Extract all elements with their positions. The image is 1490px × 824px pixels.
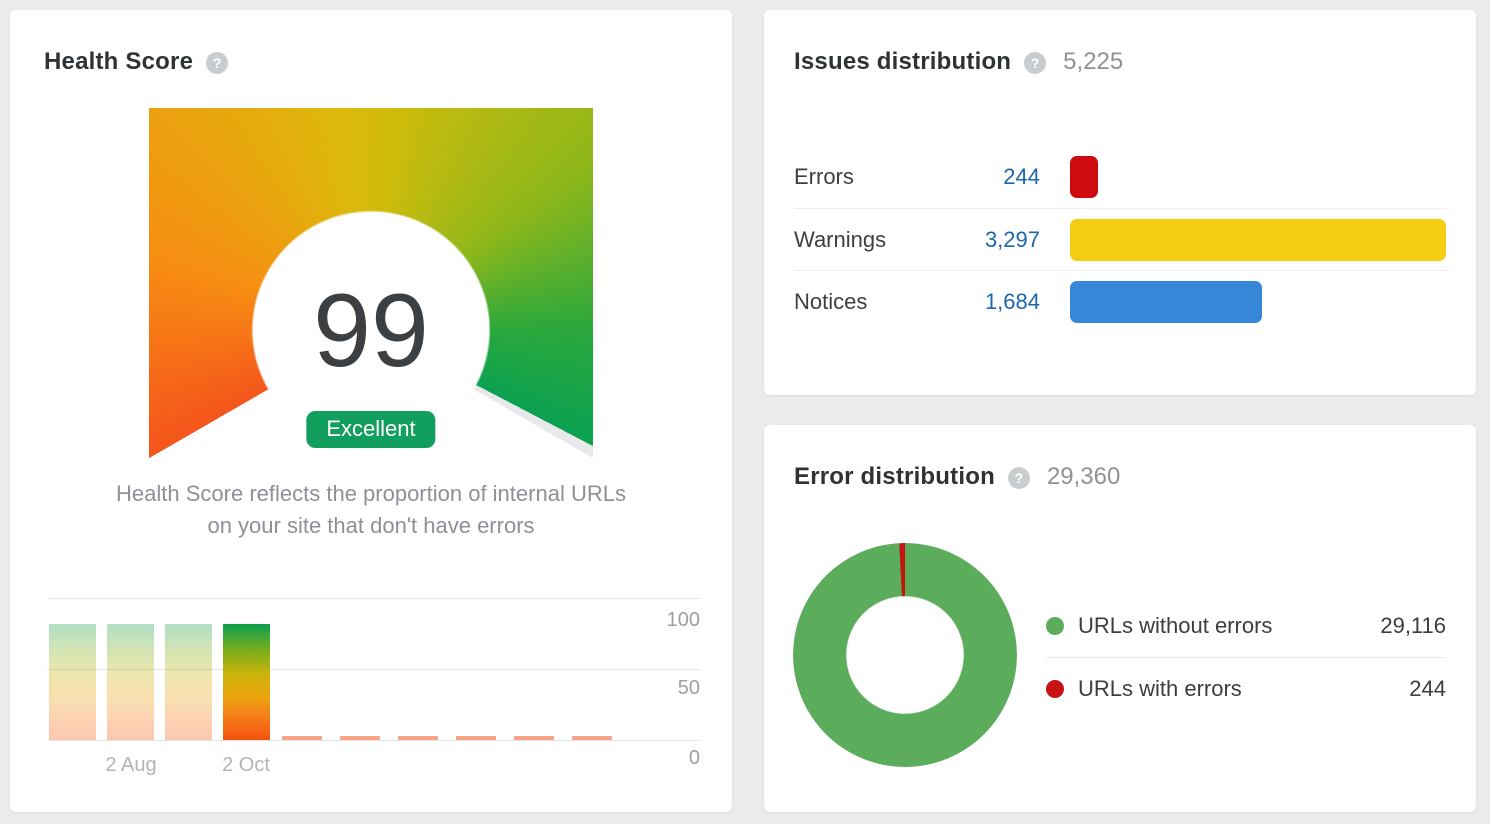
health-score-header: Health Score ?: [10, 10, 732, 76]
help-icon[interactable]: ?: [206, 52, 229, 74]
error-total-count: 29,360: [1046, 463, 1121, 490]
y-tick-0: 0: [688, 747, 700, 769]
issue-label: Warnings: [794, 226, 887, 252]
x-tick-2-aug: 2 Aug: [105, 754, 157, 776]
errors-bar[interactable]: [1070, 156, 1098, 198]
issue-label: Notices: [794, 288, 868, 314]
green-dot-icon: [1046, 617, 1064, 635]
gridline-100: [47, 598, 700, 599]
red-dot-icon: [1046, 679, 1064, 698]
legend-row-urls-with-errors: URLs with errors 244: [1046, 657, 1446, 719]
issues-total-count: 5,225: [1063, 48, 1124, 75]
health-score-card: Health Score ? 99 Excellent Health Score…: [10, 10, 732, 812]
x-tick-2-oct: 2 Oct: [222, 754, 270, 776]
issues-distribution-header: Issues distribution ? 5,225: [764, 10, 1476, 76]
legend-row-urls-without-errors: URLs without errors 29,116: [1046, 595, 1446, 657]
error-distribution-card: Error distribution ? 29,360 URLs without…: [764, 425, 1476, 812]
legend-value: 29,116: [1380, 613, 1446, 638]
error-donut[interactable]: [793, 543, 1017, 767]
health-score-trend-chart: 100 50 0 2 Aug 2 Oct: [47, 598, 700, 798]
gridline-50: [47, 669, 700, 670]
trend-bar[interactable]: [107, 624, 154, 740]
gridline-0: [47, 740, 700, 741]
health-score-description: Health Score reflects the proportion of …: [10, 478, 732, 542]
error-donut-legend: URLs without errors 29,116 URLs with err…: [1046, 595, 1446, 719]
warnings-bar[interactable]: [1070, 218, 1446, 261]
error-distribution-title: Error distribution: [794, 463, 995, 490]
trend-placeholder-dash: [572, 736, 612, 740]
trend-placeholder-dash: [340, 736, 380, 740]
health-score-value: 99: [313, 273, 429, 389]
issue-count-link[interactable]: 3,297: [984, 226, 1040, 252]
legend-label: URLs with errors: [1078, 675, 1242, 701]
description-line-1: Health Score reflects the proportion of …: [116, 481, 626, 506]
notices-bar[interactable]: [1070, 280, 1263, 323]
help-icon[interactable]: ?: [1007, 467, 1030, 489]
issue-row-warnings: Warnings 3,297: [794, 208, 1446, 270]
issues-distribution-card: Issues distribution ? 5,225 Errors 244 W…: [764, 10, 1476, 395]
health-score-rating-badge: Excellent: [306, 411, 436, 448]
y-tick-50: 50: [677, 677, 700, 699]
description-line-2: on your site that don't have errors: [207, 513, 535, 538]
health-score-gauge: [149, 108, 593, 552]
trend-placeholder-dash: [282, 736, 322, 740]
legend-value: 244: [1409, 675, 1446, 701]
trend-bar[interactable]: [49, 624, 96, 740]
trend-bar[interactable]: [165, 624, 212, 740]
y-tick-100: 100: [666, 609, 700, 631]
health-score-title: Health Score: [44, 48, 194, 75]
trend-bar[interactable]: [223, 624, 270, 740]
issue-count-link[interactable]: 244: [1003, 164, 1040, 189]
issue-bar-track: [1070, 280, 1446, 323]
trend-placeholder-dash: [456, 736, 496, 740]
issue-bar-track: [1070, 156, 1446, 198]
help-icon[interactable]: ?: [1024, 52, 1047, 74]
issue-row-errors: Errors 244: [794, 146, 1446, 208]
issue-bar-track: [1070, 218, 1446, 261]
error-distribution-header: Error distribution ? 29,360: [764, 425, 1476, 491]
issue-row-notices: Notices 1,684: [794, 270, 1446, 332]
trend-placeholder-dash: [398, 736, 438, 740]
issues-table: Errors 244 Warnings 3,297 Notices 1,684: [794, 146, 1446, 332]
legend-label: URLs without errors: [1078, 613, 1273, 638]
issues-distribution-title: Issues distribution: [794, 48, 1012, 75]
trend-placeholder-dash: [514, 736, 554, 740]
issue-count-link[interactable]: 1,684: [984, 288, 1040, 314]
issue-label: Errors: [794, 164, 854, 189]
